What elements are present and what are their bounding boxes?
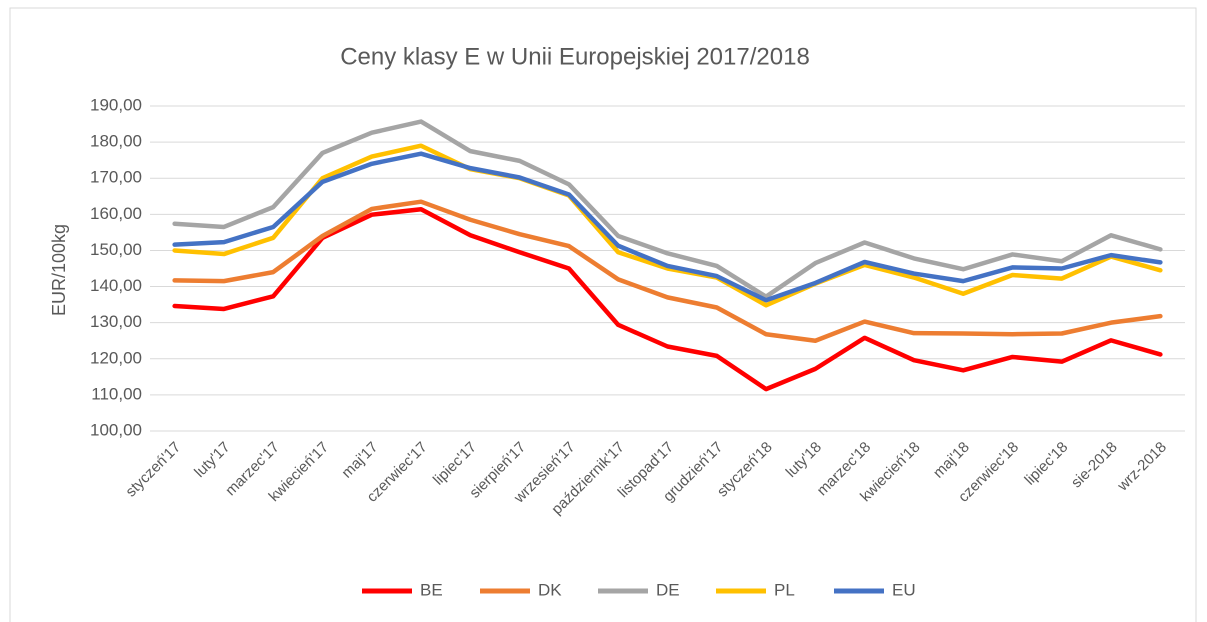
x-tick-label: wrz-2018 (1114, 439, 1170, 495)
y-tick-label: 130,00 (90, 312, 142, 331)
y-tick-label: 140,00 (90, 276, 142, 295)
series-line (172, 199, 1163, 343)
y-tick-label: 180,00 (90, 132, 142, 151)
series-line (172, 207, 1163, 392)
x-tick-label: luty'17 (191, 439, 233, 481)
y-tick-label: 150,00 (90, 240, 142, 259)
x-tick-label: lipiec'17 (430, 439, 480, 489)
x-tick-label: lipiec'18 (1021, 439, 1071, 489)
chart-title: Ceny klasy E w Unii Europejskiej 2017/20… (340, 43, 810, 70)
y-tick-label: 120,00 (90, 348, 142, 367)
x-tick-label: luty'18 (783, 439, 825, 481)
y-axis-label: EUR/100kg (49, 224, 69, 316)
x-tick-label: maj'18 (930, 439, 973, 482)
series-line (172, 119, 1163, 299)
legend-label: BE (420, 580, 443, 599)
y-tick-label: 170,00 (90, 168, 142, 187)
y-tick-label: 160,00 (90, 204, 142, 223)
chart-frame (9, 7, 1197, 622)
series-line (172, 151, 1163, 303)
x-tick-label: maj'17 (338, 439, 381, 482)
y-tick-label: 100,00 (90, 420, 142, 439)
legend-label: PL (774, 580, 795, 599)
legend-label: DE (656, 580, 680, 599)
y-tick-label: 190,00 (90, 95, 142, 114)
x-tick-label: sie-2018 (1068, 439, 1121, 492)
legend-label: DK (538, 580, 562, 599)
x-tick-label: styczeń'17 (122, 439, 184, 501)
legend-label: EU (892, 580, 916, 599)
y-tick-label: 110,00 (91, 384, 142, 403)
series-line (172, 143, 1163, 308)
